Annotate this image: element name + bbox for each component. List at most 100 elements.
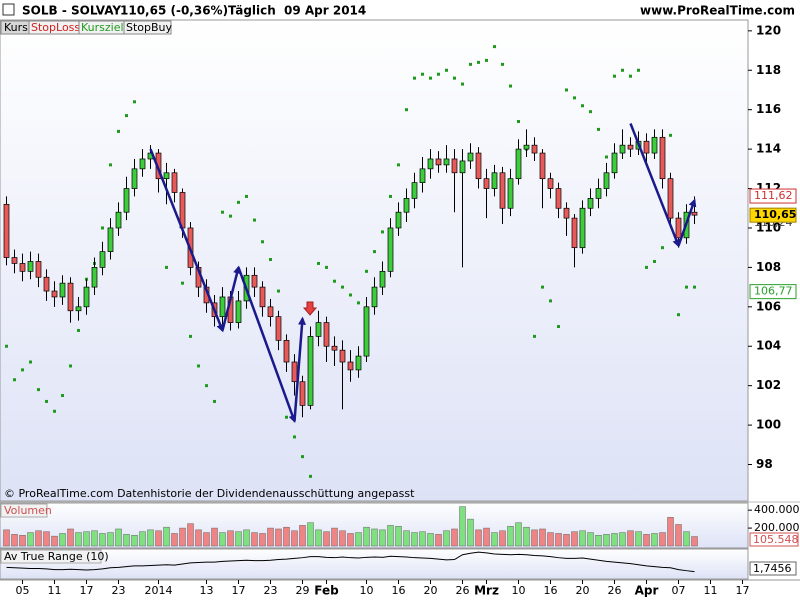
- candle-body: [523, 144, 530, 150]
- volume-bar: [219, 532, 226, 547]
- candle-body: [283, 339, 290, 363]
- candle-body: [35, 261, 42, 278]
- button[interactable]: Kursziel: [81, 21, 124, 34]
- stop-dot: [397, 163, 400, 167]
- candle-body: [395, 211, 402, 229]
- candle-body: [675, 217, 682, 239]
- candle-body: [99, 251, 106, 268]
- vol-tick-label: 200.000: [754, 521, 800, 534]
- candle-body: [619, 144, 626, 154]
- last-price: 110,65: [754, 208, 796, 221]
- button[interactable]: StopLoss: [31, 21, 80, 34]
- volume-bar: [107, 532, 114, 547]
- stop-dot: [501, 62, 504, 66]
- candle-body: [443, 158, 450, 166]
- candle-body: [435, 158, 442, 166]
- volume-bar: [627, 530, 634, 547]
- volume-bar: [267, 527, 274, 547]
- stop-dot: [453, 76, 456, 80]
- candle-body: [387, 227, 394, 272]
- volume-bar: [675, 524, 682, 547]
- stop-dot: [181, 281, 184, 285]
- volume-bar: [59, 533, 66, 547]
- volume-bar: [459, 506, 466, 547]
- stop-dot: [237, 200, 240, 204]
- volume-bar: [403, 530, 410, 547]
- stop-dot: [445, 68, 448, 72]
- stop-dot: [629, 74, 632, 78]
- stop-dot: [261, 240, 264, 244]
- candle-body: [371, 286, 378, 308]
- candle-body: [595, 188, 602, 199]
- stop-dot: [101, 226, 104, 230]
- candle-body: [571, 217, 578, 249]
- button[interactable]: Kurs: [4, 21, 28, 34]
- volume-bar: [211, 527, 218, 547]
- volume-bar: [643, 534, 650, 547]
- stop-dot: [117, 129, 120, 133]
- candle-body: [667, 178, 674, 219]
- x-tick-label: 07: [672, 584, 686, 597]
- zigzag-leg: [677, 198, 697, 247]
- zigzag-leg: [629, 123, 681, 248]
- stop-dot: [421, 72, 424, 76]
- candle-body: [611, 152, 618, 174]
- x-tick-label: 16: [392, 584, 406, 597]
- stop-dot: [381, 230, 384, 234]
- stop-dot: [349, 293, 352, 297]
- candle-body: [651, 136, 658, 154]
- volume-bar: [347, 533, 354, 547]
- volume-bar: [99, 533, 106, 547]
- stop-dot: [125, 114, 128, 118]
- volume-label: Volumen: [4, 504, 52, 517]
- candle-body: [171, 172, 178, 193]
- candle-body: [643, 140, 650, 154]
- stop-dot: [509, 84, 512, 88]
- stop-dot: [637, 68, 640, 72]
- x-tick-label: 05: [16, 584, 30, 597]
- candle-body: [659, 136, 666, 180]
- candle-body: [627, 144, 634, 150]
- candle-body: [467, 152, 474, 162]
- volume-bar: [131, 535, 138, 547]
- x-tick-label: 11: [48, 584, 62, 597]
- x-tick-label: 17: [80, 584, 94, 597]
- volume-bar: [483, 527, 490, 547]
- candle-body: [363, 306, 370, 357]
- price-tag: 111,62: [754, 189, 793, 202]
- stop-dot: [325, 265, 328, 269]
- symbol: SOLB - SOLVAY: [22, 4, 121, 18]
- stop-dot: [661, 246, 664, 250]
- stop-dot: [653, 259, 656, 263]
- x-tick-label: 10: [512, 584, 526, 597]
- candle-body: [131, 168, 138, 189]
- candle-body: [259, 286, 266, 308]
- volume-bar: [499, 530, 506, 547]
- volume-bar: [259, 533, 266, 547]
- volume-bar: [659, 532, 666, 547]
- candle-body: [531, 144, 538, 154]
- candle-body: [459, 160, 466, 174]
- stop-dot: [197, 364, 200, 368]
- volume-bar: [275, 528, 282, 547]
- candle-body: [355, 355, 362, 371]
- volume-bar: [587, 532, 594, 547]
- candle-body: [547, 178, 554, 189]
- stop-dot: [29, 360, 32, 364]
- volume-bar: [299, 525, 306, 547]
- volume-bar: [123, 534, 130, 547]
- x-tick-label: 17: [232, 584, 246, 597]
- stop-dot: [277, 289, 280, 293]
- candle-body: [347, 361, 354, 371]
- button[interactable]: StopBuy: [126, 21, 173, 34]
- volume-bar: [291, 530, 298, 547]
- button-bg[interactable]: [123, 20, 172, 35]
- stop-dot: [45, 399, 48, 403]
- volume-bar: [371, 528, 378, 547]
- candle-body: [107, 227, 114, 252]
- volume-bar: [387, 525, 394, 547]
- x-tick-label: 10: [360, 584, 374, 597]
- atr-line: [6, 551, 695, 573]
- price-tag-bg: [749, 188, 797, 204]
- menu-icon[interactable]: [2, 3, 15, 16]
